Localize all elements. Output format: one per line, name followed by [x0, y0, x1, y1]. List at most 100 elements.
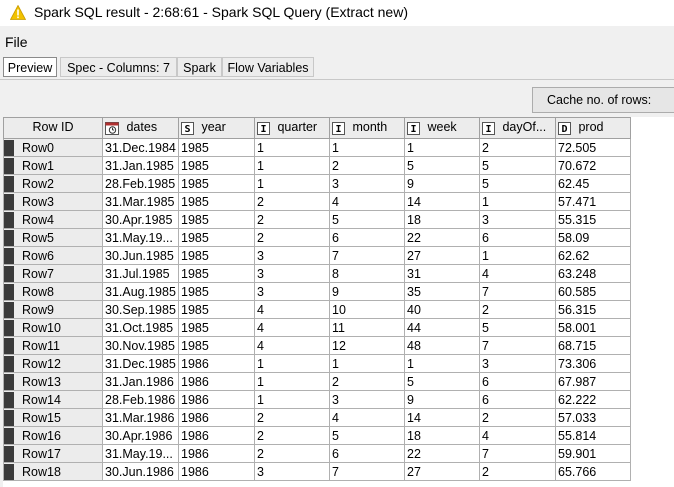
month-cell[interactable]: 3: [329, 174, 405, 193]
prod-cell[interactable]: 73.306: [555, 354, 631, 373]
dayofweek-cell[interactable]: 3: [479, 354, 556, 373]
prod-cell[interactable]: 60.585: [555, 282, 631, 301]
prod-cell[interactable]: 62.45: [555, 174, 631, 193]
table-row[interactable]: Row4 30.Apr.1985 1985 2 5 18 3 55.315: [3, 210, 631, 229]
table-row[interactable]: Row7 31.Jul.1985 1985 3 8 31 4 63.248: [3, 264, 631, 283]
dayofweek-cell[interactable]: 7: [479, 444, 556, 463]
prod-cell[interactable]: 65.766: [555, 462, 631, 481]
row-id-cell[interactable]: Row3: [3, 192, 103, 211]
dates-cell[interactable]: 30.Sep.1985: [102, 300, 179, 319]
dates-cell[interactable]: 31.Jan.1985: [102, 156, 179, 175]
week-cell[interactable]: 27: [404, 246, 480, 265]
table-row[interactable]: Row14 28.Feb.1986 1986 1 3 9 6 62.222: [3, 390, 631, 409]
prod-cell[interactable]: 59.901: [555, 444, 631, 463]
quarter-cell[interactable]: 1: [254, 174, 330, 193]
dayofweek-cell[interactable]: 2: [479, 462, 556, 481]
table-row[interactable]: Row0 31.Dec.1984 1985 1 1 1 2 72.505: [3, 138, 631, 157]
tab-spec-columns[interactable]: Spec - Columns: 7: [60, 57, 177, 77]
row-id-cell[interactable]: Row4: [3, 210, 103, 229]
year-cell[interactable]: 1986: [178, 354, 255, 373]
month-cell[interactable]: 2: [329, 156, 405, 175]
quarter-cell[interactable]: 4: [254, 300, 330, 319]
week-cell[interactable]: 5: [404, 372, 480, 391]
week-cell[interactable]: 18: [404, 426, 480, 445]
dayofweek-cell[interactable]: 6: [479, 390, 556, 409]
prod-cell[interactable]: 62.222: [555, 390, 631, 409]
quarter-cell[interactable]: 1: [254, 390, 330, 409]
row-id-cell[interactable]: Row7: [3, 264, 103, 283]
month-cell[interactable]: 10: [329, 300, 405, 319]
table-row[interactable]: Row2 28.Feb.1985 1985 1 3 9 5 62.45: [3, 174, 631, 193]
year-cell[interactable]: 1985: [178, 210, 255, 229]
year-cell[interactable]: 1986: [178, 426, 255, 445]
year-cell[interactable]: 1985: [178, 318, 255, 337]
quarter-cell[interactable]: 2: [254, 444, 330, 463]
table-row[interactable]: Row13 31.Jan.1986 1986 1 2 5 6 67.987: [3, 372, 631, 391]
quarter-cell[interactable]: 3: [254, 264, 330, 283]
table-row[interactable]: Row5 31.May.19... 1985 2 6 22 6 58.09: [3, 228, 631, 247]
column-header-year[interactable]: S year: [178, 117, 255, 139]
year-cell[interactable]: 1986: [178, 372, 255, 391]
row-id-cell[interactable]: Row0: [3, 138, 103, 157]
quarter-cell[interactable]: 2: [254, 408, 330, 427]
week-cell[interactable]: 35: [404, 282, 480, 301]
dayofweek-cell[interactable]: 5: [479, 156, 556, 175]
month-cell[interactable]: 6: [329, 444, 405, 463]
week-cell[interactable]: 1: [404, 138, 480, 157]
prod-cell[interactable]: 62.62: [555, 246, 631, 265]
year-cell[interactable]: 1985: [178, 264, 255, 283]
dates-cell[interactable]: 31.Dec.1984: [102, 138, 179, 157]
month-cell[interactable]: 5: [329, 210, 405, 229]
quarter-cell[interactable]: 1: [254, 354, 330, 373]
dayofweek-cell[interactable]: 4: [479, 426, 556, 445]
prod-cell[interactable]: 56.315: [555, 300, 631, 319]
dayofweek-cell[interactable]: 5: [479, 318, 556, 337]
week-cell[interactable]: 27: [404, 462, 480, 481]
week-cell[interactable]: 5: [404, 156, 480, 175]
month-cell[interactable]: 12: [329, 336, 405, 355]
dates-cell[interactable]: 31.May.19...: [102, 228, 179, 247]
table-row[interactable]: Row1 31.Jan.1985 1985 1 2 5 5 70.672: [3, 156, 631, 175]
year-cell[interactable]: 1985: [178, 174, 255, 193]
year-cell[interactable]: 1985: [178, 300, 255, 319]
prod-cell[interactable]: 57.033: [555, 408, 631, 427]
table-row[interactable]: Row9 30.Sep.1985 1985 4 10 40 2 56.315: [3, 300, 631, 319]
dates-cell[interactable]: 31.Dec.1985: [102, 354, 179, 373]
row-id-cell[interactable]: Row10: [3, 318, 103, 337]
table-row[interactable]: Row10 31.Oct.1985 1985 4 11 44 5 58.001: [3, 318, 631, 337]
dates-cell[interactable]: 30.Jun.1986: [102, 462, 179, 481]
week-cell[interactable]: 9: [404, 390, 480, 409]
week-cell[interactable]: 40: [404, 300, 480, 319]
dates-cell[interactable]: 28.Feb.1985: [102, 174, 179, 193]
quarter-cell[interactable]: 1: [254, 138, 330, 157]
quarter-cell[interactable]: 1: [254, 372, 330, 391]
dates-cell[interactable]: 31.Mar.1985: [102, 192, 179, 211]
tab-flow-variables[interactable]: Flow Variables: [222, 57, 314, 77]
quarter-cell[interactable]: 3: [254, 282, 330, 301]
prod-cell[interactable]: 68.715: [555, 336, 631, 355]
row-id-cell[interactable]: Row13: [3, 372, 103, 391]
row-id-cell[interactable]: Row2: [3, 174, 103, 193]
column-header-dates[interactable]: dates: [102, 117, 179, 139]
table-row[interactable]: Row18 30.Jun.1986 1986 3 7 27 2 65.766: [3, 462, 631, 481]
year-cell[interactable]: 1985: [178, 228, 255, 247]
tab-spark[interactable]: Spark: [177, 57, 222, 77]
year-cell[interactable]: 1985: [178, 336, 255, 355]
row-id-cell[interactable]: Row5: [3, 228, 103, 247]
prod-cell[interactable]: 72.505: [555, 138, 631, 157]
table-row[interactable]: Row16 30.Apr.1986 1986 2 5 18 4 55.814: [3, 426, 631, 445]
column-header-month[interactable]: I month: [329, 117, 405, 139]
dates-cell[interactable]: 31.Aug.1985: [102, 282, 179, 301]
year-cell[interactable]: 1985: [178, 138, 255, 157]
dayofweek-cell[interactable]: 4: [479, 264, 556, 283]
month-cell[interactable]: 9: [329, 282, 405, 301]
dayofweek-cell[interactable]: 7: [479, 282, 556, 301]
dates-cell[interactable]: 31.Jul.1985: [102, 264, 179, 283]
column-header-week[interactable]: I week: [404, 117, 480, 139]
row-id-cell[interactable]: Row17: [3, 444, 103, 463]
month-cell[interactable]: 1: [329, 138, 405, 157]
table-row[interactable]: Row15 31.Mar.1986 1986 2 4 14 2 57.033: [3, 408, 631, 427]
month-cell[interactable]: 5: [329, 426, 405, 445]
dayofweek-cell[interactable]: 1: [479, 246, 556, 265]
dates-cell[interactable]: 30.Nov.1985: [102, 336, 179, 355]
